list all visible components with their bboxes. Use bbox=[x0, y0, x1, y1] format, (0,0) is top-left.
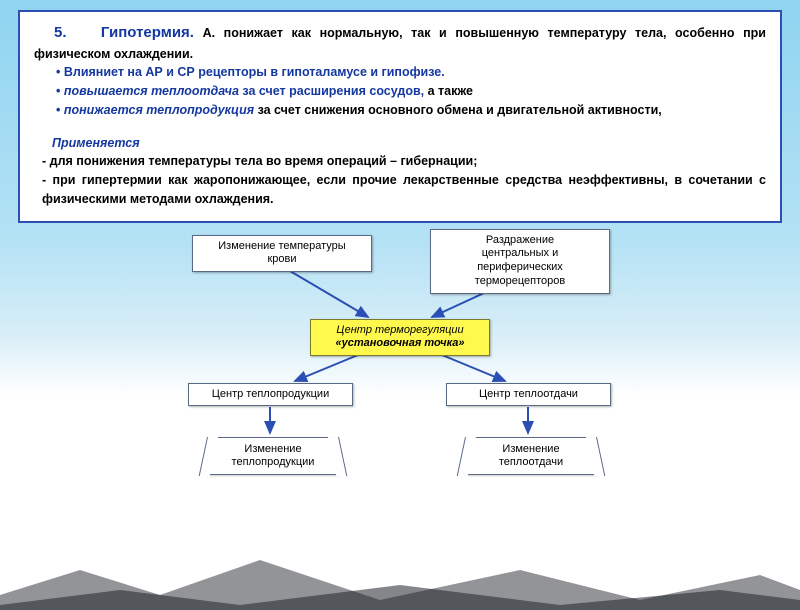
bullet-2-tail: а также bbox=[424, 84, 473, 98]
bullet-2-rest: за счет расширения сосудов, bbox=[239, 84, 424, 98]
node-top-left: Изменение температурыкрови bbox=[192, 235, 372, 273]
node-mid-right: Центр теплоотдачи bbox=[446, 383, 611, 407]
node-mid-left: Центр теплопродукции bbox=[188, 383, 353, 407]
applied-line-1: - для понижения температуры тела во врем… bbox=[42, 152, 766, 171]
node-center-line2: «установочная точка» bbox=[317, 337, 483, 351]
bullet-1: • Влияниет на АР и СР рецепторы в гипота… bbox=[56, 63, 766, 82]
applied-header: Применяется bbox=[52, 134, 766, 153]
bullet-3-prefix: понижается теплопродукция bbox=[64, 103, 254, 117]
section-title: Гипотермия. bbox=[101, 24, 194, 41]
node-bottom-right: Изменениетеплоотдачи bbox=[466, 437, 596, 476]
text-panel: 5. Гипотермия. А. понижает как нормальну… bbox=[18, 10, 782, 223]
bullet-3: • понижается теплопродукция за счет сниж… bbox=[56, 101, 766, 120]
bullet-3-rest: за счет снижения основного обмена и двиг… bbox=[254, 103, 662, 117]
bullet-1-text: Влияниет на АР и СР рецепторы в гипотала… bbox=[64, 65, 445, 79]
section-number: 5. bbox=[54, 24, 67, 41]
title-paragraph: 5. Гипотермия. А. понижает как нормальну… bbox=[34, 22, 766, 63]
node-bottom-left: Изменениетеплопродукции bbox=[208, 437, 338, 476]
bullet-2-prefix: повышается теплоотдача bbox=[64, 84, 239, 98]
bullet-2: • повышается теплоотдача за счет расшире… bbox=[56, 82, 766, 101]
applied-line-2: - при гипертермии как жаропонижающее, ес… bbox=[42, 171, 766, 209]
node-top-right: Раздражениецентральных ипериферическихте… bbox=[430, 229, 610, 294]
node-center: Центр терморегуляции «установочная точка… bbox=[310, 319, 490, 357]
node-center-line1: Центр терморегуляции bbox=[317, 324, 483, 338]
foreground-silhouette bbox=[0, 550, 800, 610]
thermoregulation-diagram: Изменение температурыкрови Раздражениеце… bbox=[120, 229, 680, 489]
